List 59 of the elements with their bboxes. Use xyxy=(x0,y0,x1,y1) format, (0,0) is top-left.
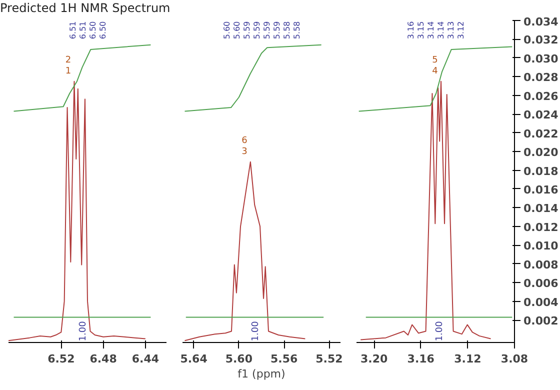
x-axis-title: f1 (ppm) xyxy=(238,368,286,380)
x-tick-label: 6.44 xyxy=(132,352,160,366)
annotation: 5.58 xyxy=(282,21,292,40)
annotation: 3.14 xyxy=(436,21,446,40)
x-tick-label: 5.60 xyxy=(225,352,253,366)
annotation: 5.58 xyxy=(292,21,302,40)
x-tick-label: 5.52 xyxy=(316,352,343,366)
x-tick-label: 3.20 xyxy=(360,352,388,366)
x-tick-label: 6.52 xyxy=(48,352,75,366)
y-tick-label: 0.024 xyxy=(524,108,559,122)
y-tick-label: 0.018 xyxy=(524,164,558,178)
y-tick-label: 0.008 xyxy=(524,258,558,272)
y-tick-label: 0.030 xyxy=(524,52,559,66)
annotation: 5.59 xyxy=(262,21,272,40)
x-tick-label: 6.48 xyxy=(90,352,117,366)
y-tick-label: 0.004 xyxy=(524,296,559,309)
annotation: 2 xyxy=(65,55,72,66)
y-tick-label: 0.028 xyxy=(524,71,558,84)
annotation: 3 xyxy=(242,146,248,157)
y-tick-label: 0.020 xyxy=(524,146,559,160)
line-series xyxy=(360,80,492,340)
annotation: 5.60 xyxy=(232,21,242,40)
y-tick-label: 0.026 xyxy=(524,90,559,103)
y-tick-label: 0.010 xyxy=(524,240,559,253)
y-tick-label: 0.022 xyxy=(524,127,558,140)
annotation: 3.15 xyxy=(416,21,426,40)
y-tick-label: 0.016 xyxy=(524,183,559,196)
annotation: 1 xyxy=(65,66,72,76)
annotation: 6.50 xyxy=(88,21,98,40)
annotation: 5.60 xyxy=(222,21,232,40)
x-tick-label: 3.08 xyxy=(500,352,528,366)
x-tick-label: 5.64 xyxy=(180,352,208,366)
annotation: 6.51 xyxy=(68,21,78,40)
annotation: 4 xyxy=(432,66,438,76)
x-tick-label: 3.16 xyxy=(407,352,435,366)
annotation: 5.59 xyxy=(252,21,262,40)
annotation: 6 xyxy=(242,136,248,146)
annotation: 5 xyxy=(432,55,438,66)
annotation: 3.13 xyxy=(446,21,456,40)
annotation: 1.00 xyxy=(434,320,445,342)
annotation: 1.00 xyxy=(78,320,89,342)
x-tick-label: 3.12 xyxy=(454,352,482,366)
annotation: 3.12 xyxy=(456,21,466,40)
annotation: 3.14 xyxy=(426,21,436,40)
line-series xyxy=(358,46,513,112)
y-tick-label: 0.014 xyxy=(524,202,559,216)
annotation: 3.16 xyxy=(406,21,416,40)
annotation: 6.51 xyxy=(78,21,88,40)
y-tick-label: 0.012 xyxy=(524,220,558,234)
chart-title: Predicted 1H NMR Spectrum xyxy=(0,0,170,17)
annotation: 6.50 xyxy=(98,21,108,40)
annotation: 5.59 xyxy=(272,21,282,40)
annotation: 5.59 xyxy=(242,21,252,40)
y-tick-label: 0.034 xyxy=(524,16,559,28)
y-tick-label: 0.006 xyxy=(524,277,559,290)
y-tick-label: 0.032 xyxy=(524,34,558,47)
annotation: 1.00 xyxy=(251,320,262,342)
y-tick-label: 0.002 xyxy=(524,314,558,328)
x-tick-label: 5.56 xyxy=(270,352,298,366)
